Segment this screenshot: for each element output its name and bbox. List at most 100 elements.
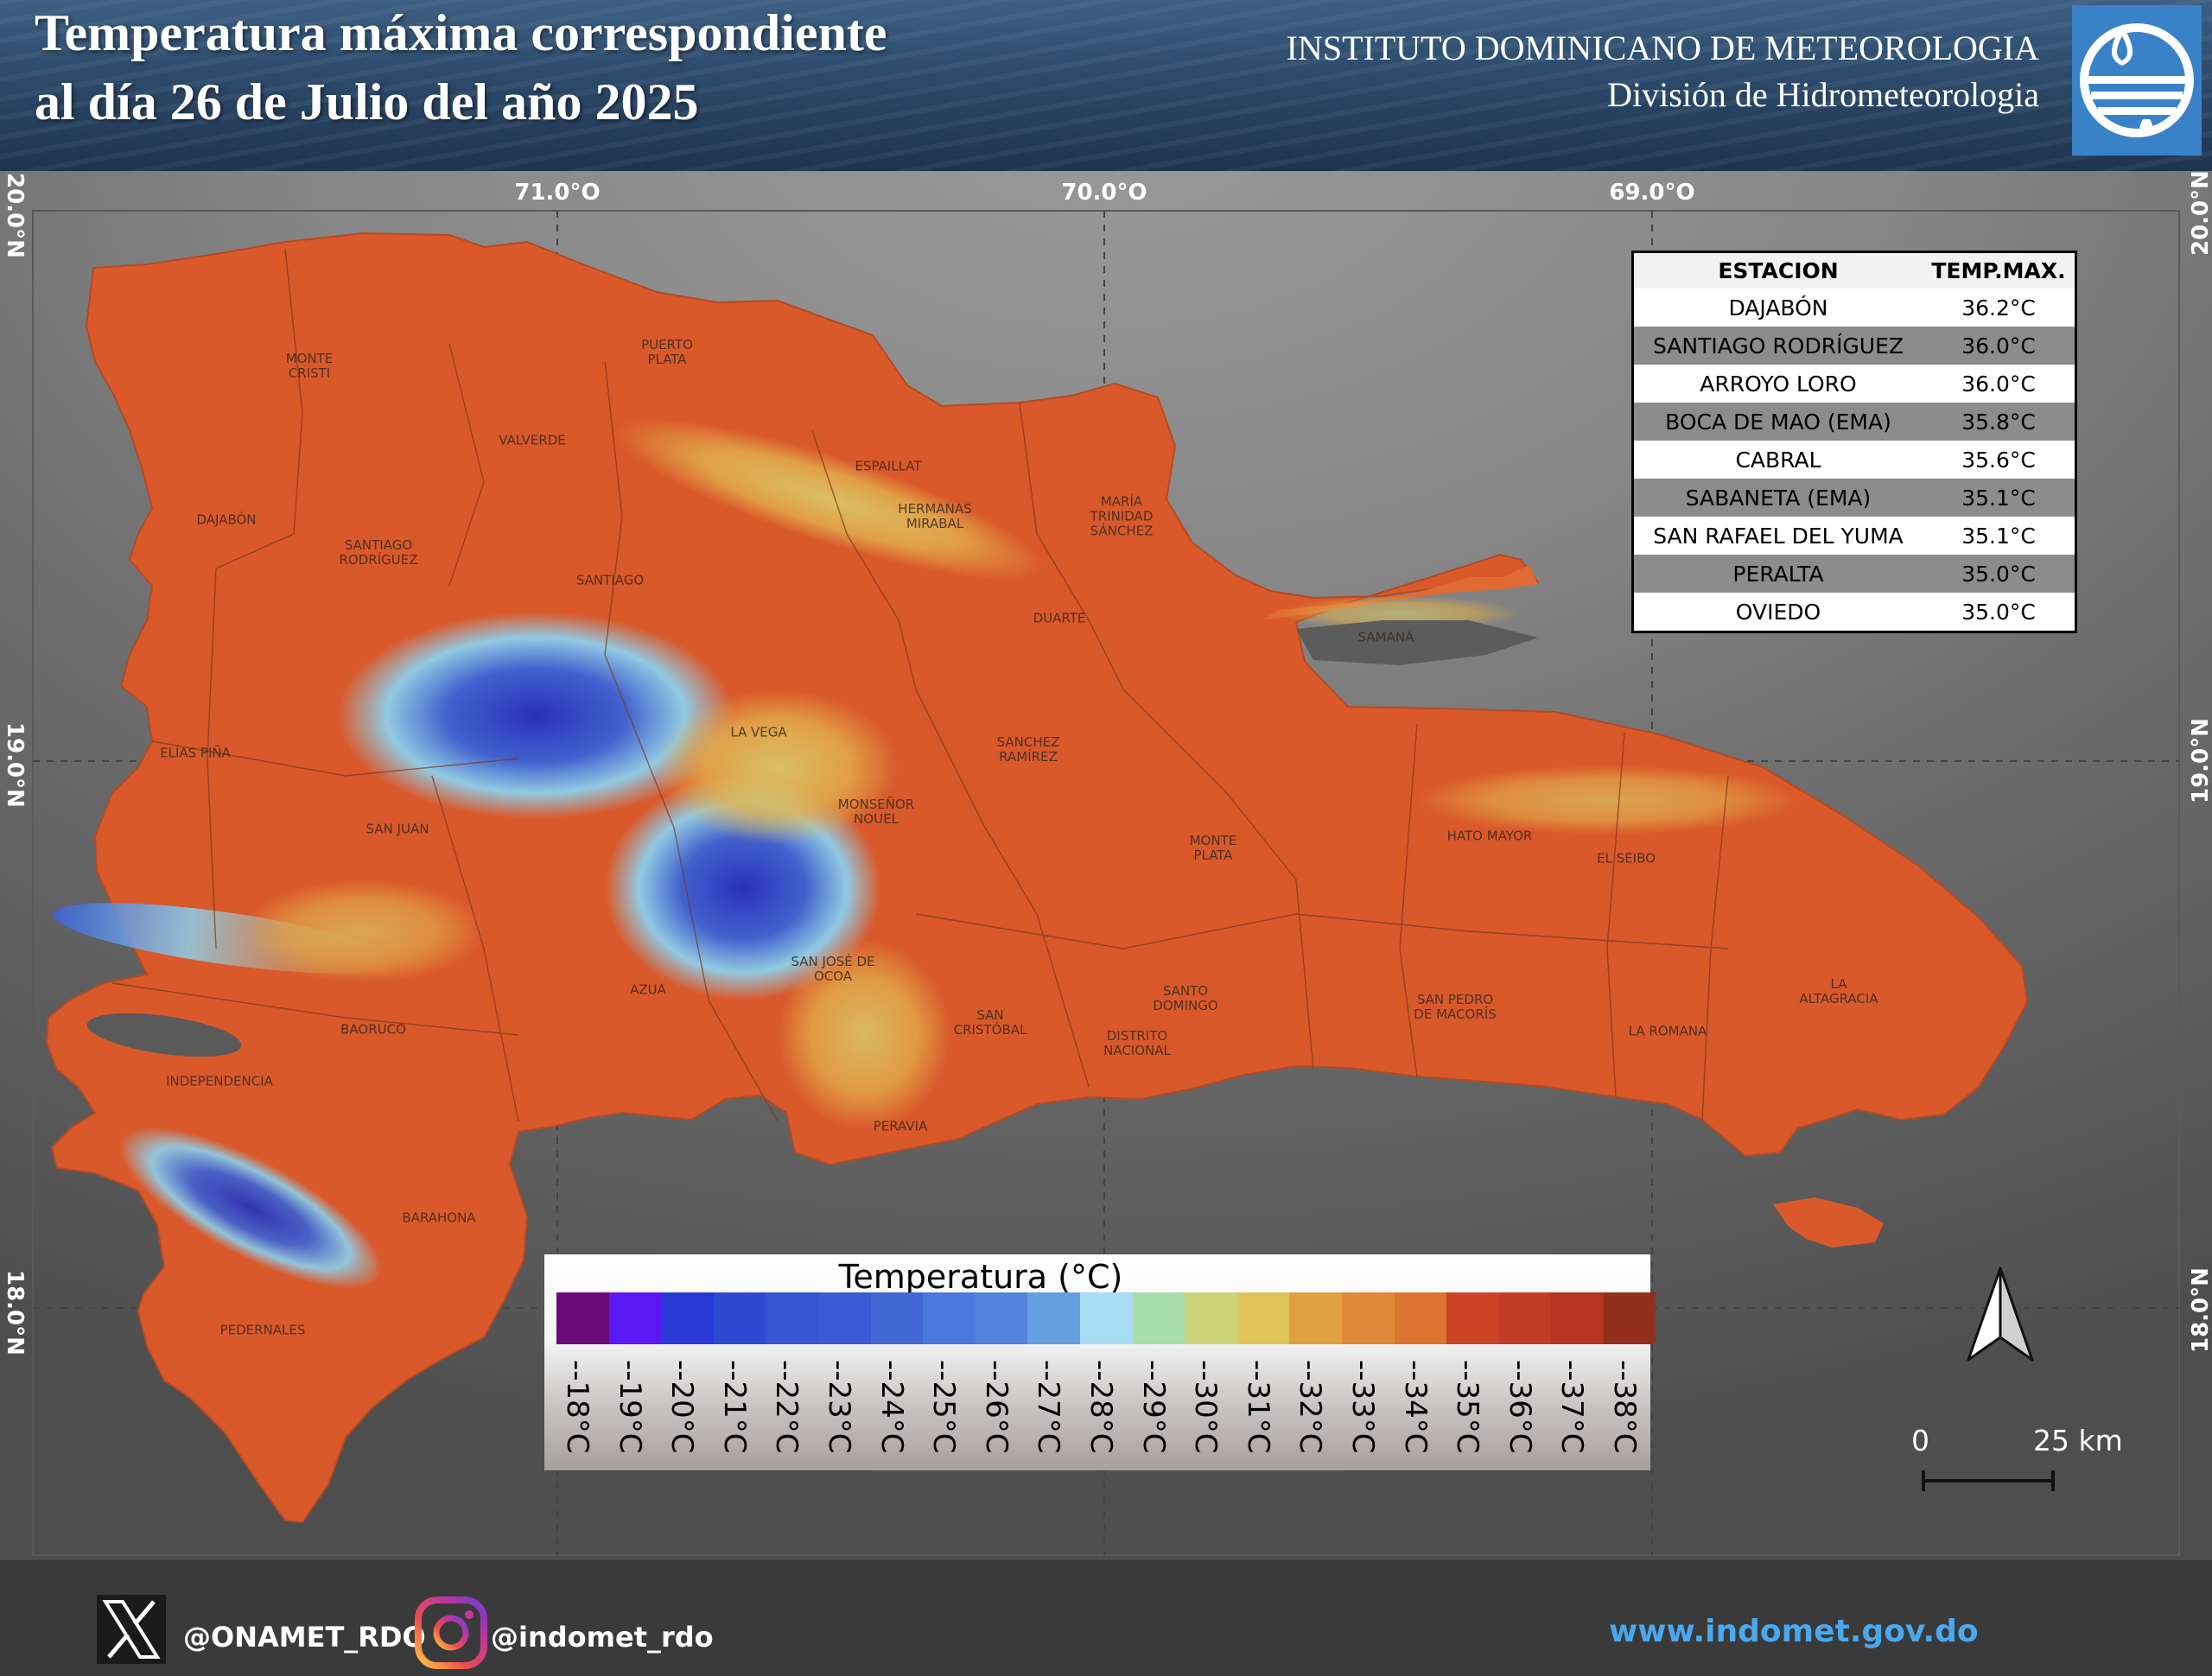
- station-temp: 35.1°C: [1961, 485, 2036, 511]
- station-name: SAN RAFAEL DEL YUMA: [1653, 523, 1904, 549]
- x-logo-icon[interactable]: [97, 1595, 166, 1664]
- province-label: SANTIAGO: [575, 572, 645, 588]
- station-temp: 36.2°C: [1961, 295, 2036, 321]
- province-label: SANTO DOMINGO: [1153, 983, 1218, 1013]
- legend-label: --38°C: [1607, 1360, 1642, 1454]
- legend-swatch: [975, 1292, 1028, 1344]
- legend-swatch: [1603, 1292, 1656, 1344]
- website-link[interactable]: www.indomet.gov.do: [1609, 1614, 1979, 1649]
- legend-label: --36°C: [1502, 1360, 1537, 1454]
- province-label: SANTIAGO RODRÍGUEZ: [339, 537, 418, 568]
- legend-label-cell: --27°C: [1027, 1360, 1079, 1463]
- legend-swatch: [1551, 1292, 1604, 1344]
- legend-label: --26°C: [978, 1360, 1014, 1454]
- legend-label-cell: --36°C: [1499, 1360, 1551, 1463]
- bahoruco-cold-zone: [118, 1127, 383, 1289]
- legend-swatch: [1185, 1292, 1237, 1344]
- x-handle-link[interactable]: @ONAMET_RDO: [183, 1621, 426, 1654]
- station-name: CABRAL: [1735, 447, 1821, 473]
- legend-label-cell: --33°C: [1342, 1360, 1394, 1463]
- legend-label: --30°C: [1188, 1360, 1224, 1454]
- table-row: SANTIAGO RODRÍGUEZ 36.0°C: [1634, 327, 2075, 365]
- table-row: PERALTA 35.0°C: [1634, 555, 2075, 593]
- province-label: LA ALTAGRACIA: [1799, 976, 1878, 1006]
- legend-swatch: [608, 1292, 662, 1344]
- legend-label: --23°C: [822, 1360, 856, 1454]
- province-label: VALVERDE: [499, 432, 566, 448]
- legend-label-cell: --29°C: [1133, 1360, 1185, 1463]
- legend-label-cell: --25°C: [923, 1360, 975, 1463]
- dominican-republic-landmass: [45, 232, 2029, 1524]
- lat-label-right-18: 18.0°N: [2188, 1267, 2212, 1353]
- legend-label: --27°C: [1031, 1360, 1066, 1454]
- scale-label-distance: 25 km: [2033, 1424, 2123, 1457]
- legend-label: --29°C: [1135, 1360, 1171, 1454]
- legend-swatch: [1289, 1292, 1342, 1344]
- station-temp: 35.1°C: [1961, 523, 2036, 549]
- legend-label-cell: --32°C: [1289, 1360, 1341, 1463]
- legend-label: --20°C: [664, 1360, 700, 1454]
- legend-swatch: [556, 1292, 609, 1344]
- scale-label-zero: 0: [1911, 1424, 1929, 1457]
- station-temp: 36.0°C: [1961, 371, 2036, 397]
- map-title-line-2: al día 26 de Julio del año 2025: [35, 73, 699, 130]
- legend-label: --25°C: [926, 1360, 962, 1454]
- legend-label-cell: --21°C: [714, 1360, 766, 1463]
- legend-swatch: [766, 1292, 818, 1344]
- legend-swatch: [1079, 1292, 1133, 1344]
- table-row: DAJABÓN 36.2°C: [1634, 289, 2075, 327]
- province-label: DISTRITO NACIONAL: [1103, 1028, 1171, 1058]
- legend-label-cell: --20°C: [661, 1360, 713, 1463]
- station-name: DAJABÓN: [1728, 295, 1828, 321]
- station-name: OVIEDO: [1735, 599, 1821, 625]
- lat-label-left-19: 19.0°N: [2, 722, 28, 808]
- province-label: BARAHONA: [402, 1209, 476, 1226]
- legend-label: --18°C: [560, 1360, 594, 1454]
- province-label: LA ROMANA: [1628, 1023, 1707, 1039]
- temperature-legend: Temperatura (°C) --18°C --19°C --20°C --21°…: [544, 1254, 1656, 1470]
- legend-swatch: [1341, 1292, 1395, 1344]
- septentrional-warm-zone: [615, 418, 1044, 581]
- province-label: SAN JOSÉ DE OCOA: [791, 954, 875, 984]
- map-title-line-1: Temperatura máxima correspondiente: [35, 4, 887, 61]
- station-temp: 35.0°C: [1961, 599, 2036, 625]
- instagram-icon[interactable]: [415, 1597, 487, 1669]
- institute-name: INSTITUTO DOMINICANO DE METEOROLOGIA: [1286, 29, 2039, 67]
- legend-label: --19°C: [612, 1360, 647, 1454]
- legend-label-cell: --31°C: [1237, 1360, 1289, 1463]
- legend-label-cell: --38°C: [1604, 1360, 1656, 1463]
- station-name: SABANETA (EMA): [1685, 485, 1872, 511]
- legend-label: --37°C: [1554, 1360, 1590, 1454]
- province-label: HATO MAYOR: [1446, 828, 1533, 844]
- legend-label-cell: --18°C: [556, 1360, 608, 1463]
- legend-label-cell: --22°C: [766, 1360, 817, 1463]
- legend-swatch: [1132, 1292, 1185, 1344]
- province-label: AZUA: [630, 981, 666, 998]
- table-row: BOCA DE MAO (EMA) 35.8°C: [1634, 403, 2075, 441]
- lago-enriquillo: [86, 1013, 242, 1057]
- legend-color-bar: [556, 1292, 1656, 1344]
- legend-swatch: [1236, 1292, 1290, 1344]
- province-label: SAN PEDRO DE MACORÍS: [1414, 992, 1497, 1022]
- province-label: ELÍAS PIÑA: [160, 745, 231, 761]
- legend-label: --21°C: [716, 1360, 752, 1454]
- legend-label-cell: --19°C: [609, 1360, 661, 1463]
- column-header-temp: TEMP.MAX.: [1931, 258, 2066, 283]
- province-boundaries: [111, 248, 1729, 1122]
- legend-label: --31°C: [1240, 1360, 1275, 1454]
- legend-label-cell: --35°C: [1446, 1360, 1498, 1463]
- instagram-handle-link[interactable]: @indomet_rdo: [491, 1621, 714, 1654]
- legend-swatch: [817, 1292, 871, 1344]
- legend-label-cell: --26°C: [976, 1360, 1027, 1463]
- station-name: BOCA DE MAO (EMA): [1665, 409, 1891, 435]
- province-label: MONSEÑOR NOUEL: [837, 797, 915, 827]
- legend-label: --33°C: [1345, 1360, 1380, 1454]
- table-row: CABRAL 35.6°C: [1634, 441, 2075, 479]
- lon-label-top-71: 71.0°O: [514, 180, 601, 206]
- station-max-temp-table: ESTACION TEMP.MAX. DAJABÓN 36.2°C SANTIA…: [1631, 251, 2077, 633]
- province-label: PERAVIA: [873, 1118, 928, 1134]
- station-name: ARROYO LORO: [1700, 371, 1857, 397]
- lat-label-right-19: 19.0°N: [2188, 718, 2212, 803]
- column-header-station: ESTACION: [1718, 258, 1839, 283]
- province-label: BAORUCO: [340, 1021, 406, 1038]
